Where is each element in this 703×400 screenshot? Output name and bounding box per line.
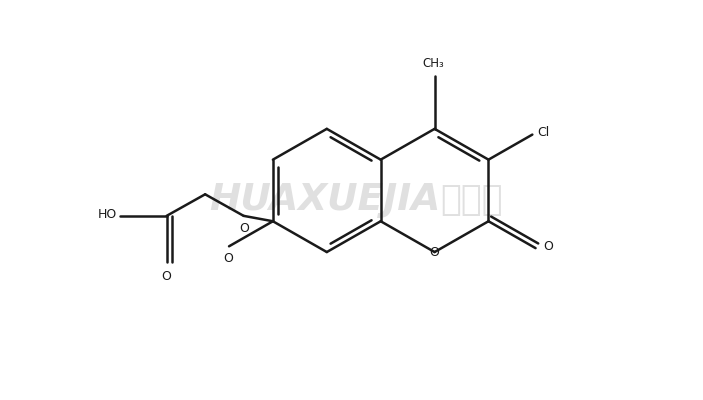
Text: O: O (162, 270, 172, 283)
Text: O: O (224, 252, 233, 265)
Text: Cl: Cl (538, 126, 550, 139)
Text: O: O (430, 246, 439, 259)
Text: CH₃: CH₃ (423, 57, 444, 70)
Text: O: O (240, 222, 250, 235)
Text: HO: HO (98, 208, 117, 221)
Text: HUAXUEJIA: HUAXUEJIA (209, 182, 440, 218)
Text: O: O (543, 240, 553, 253)
Text: 化学加: 化学加 (440, 184, 503, 218)
